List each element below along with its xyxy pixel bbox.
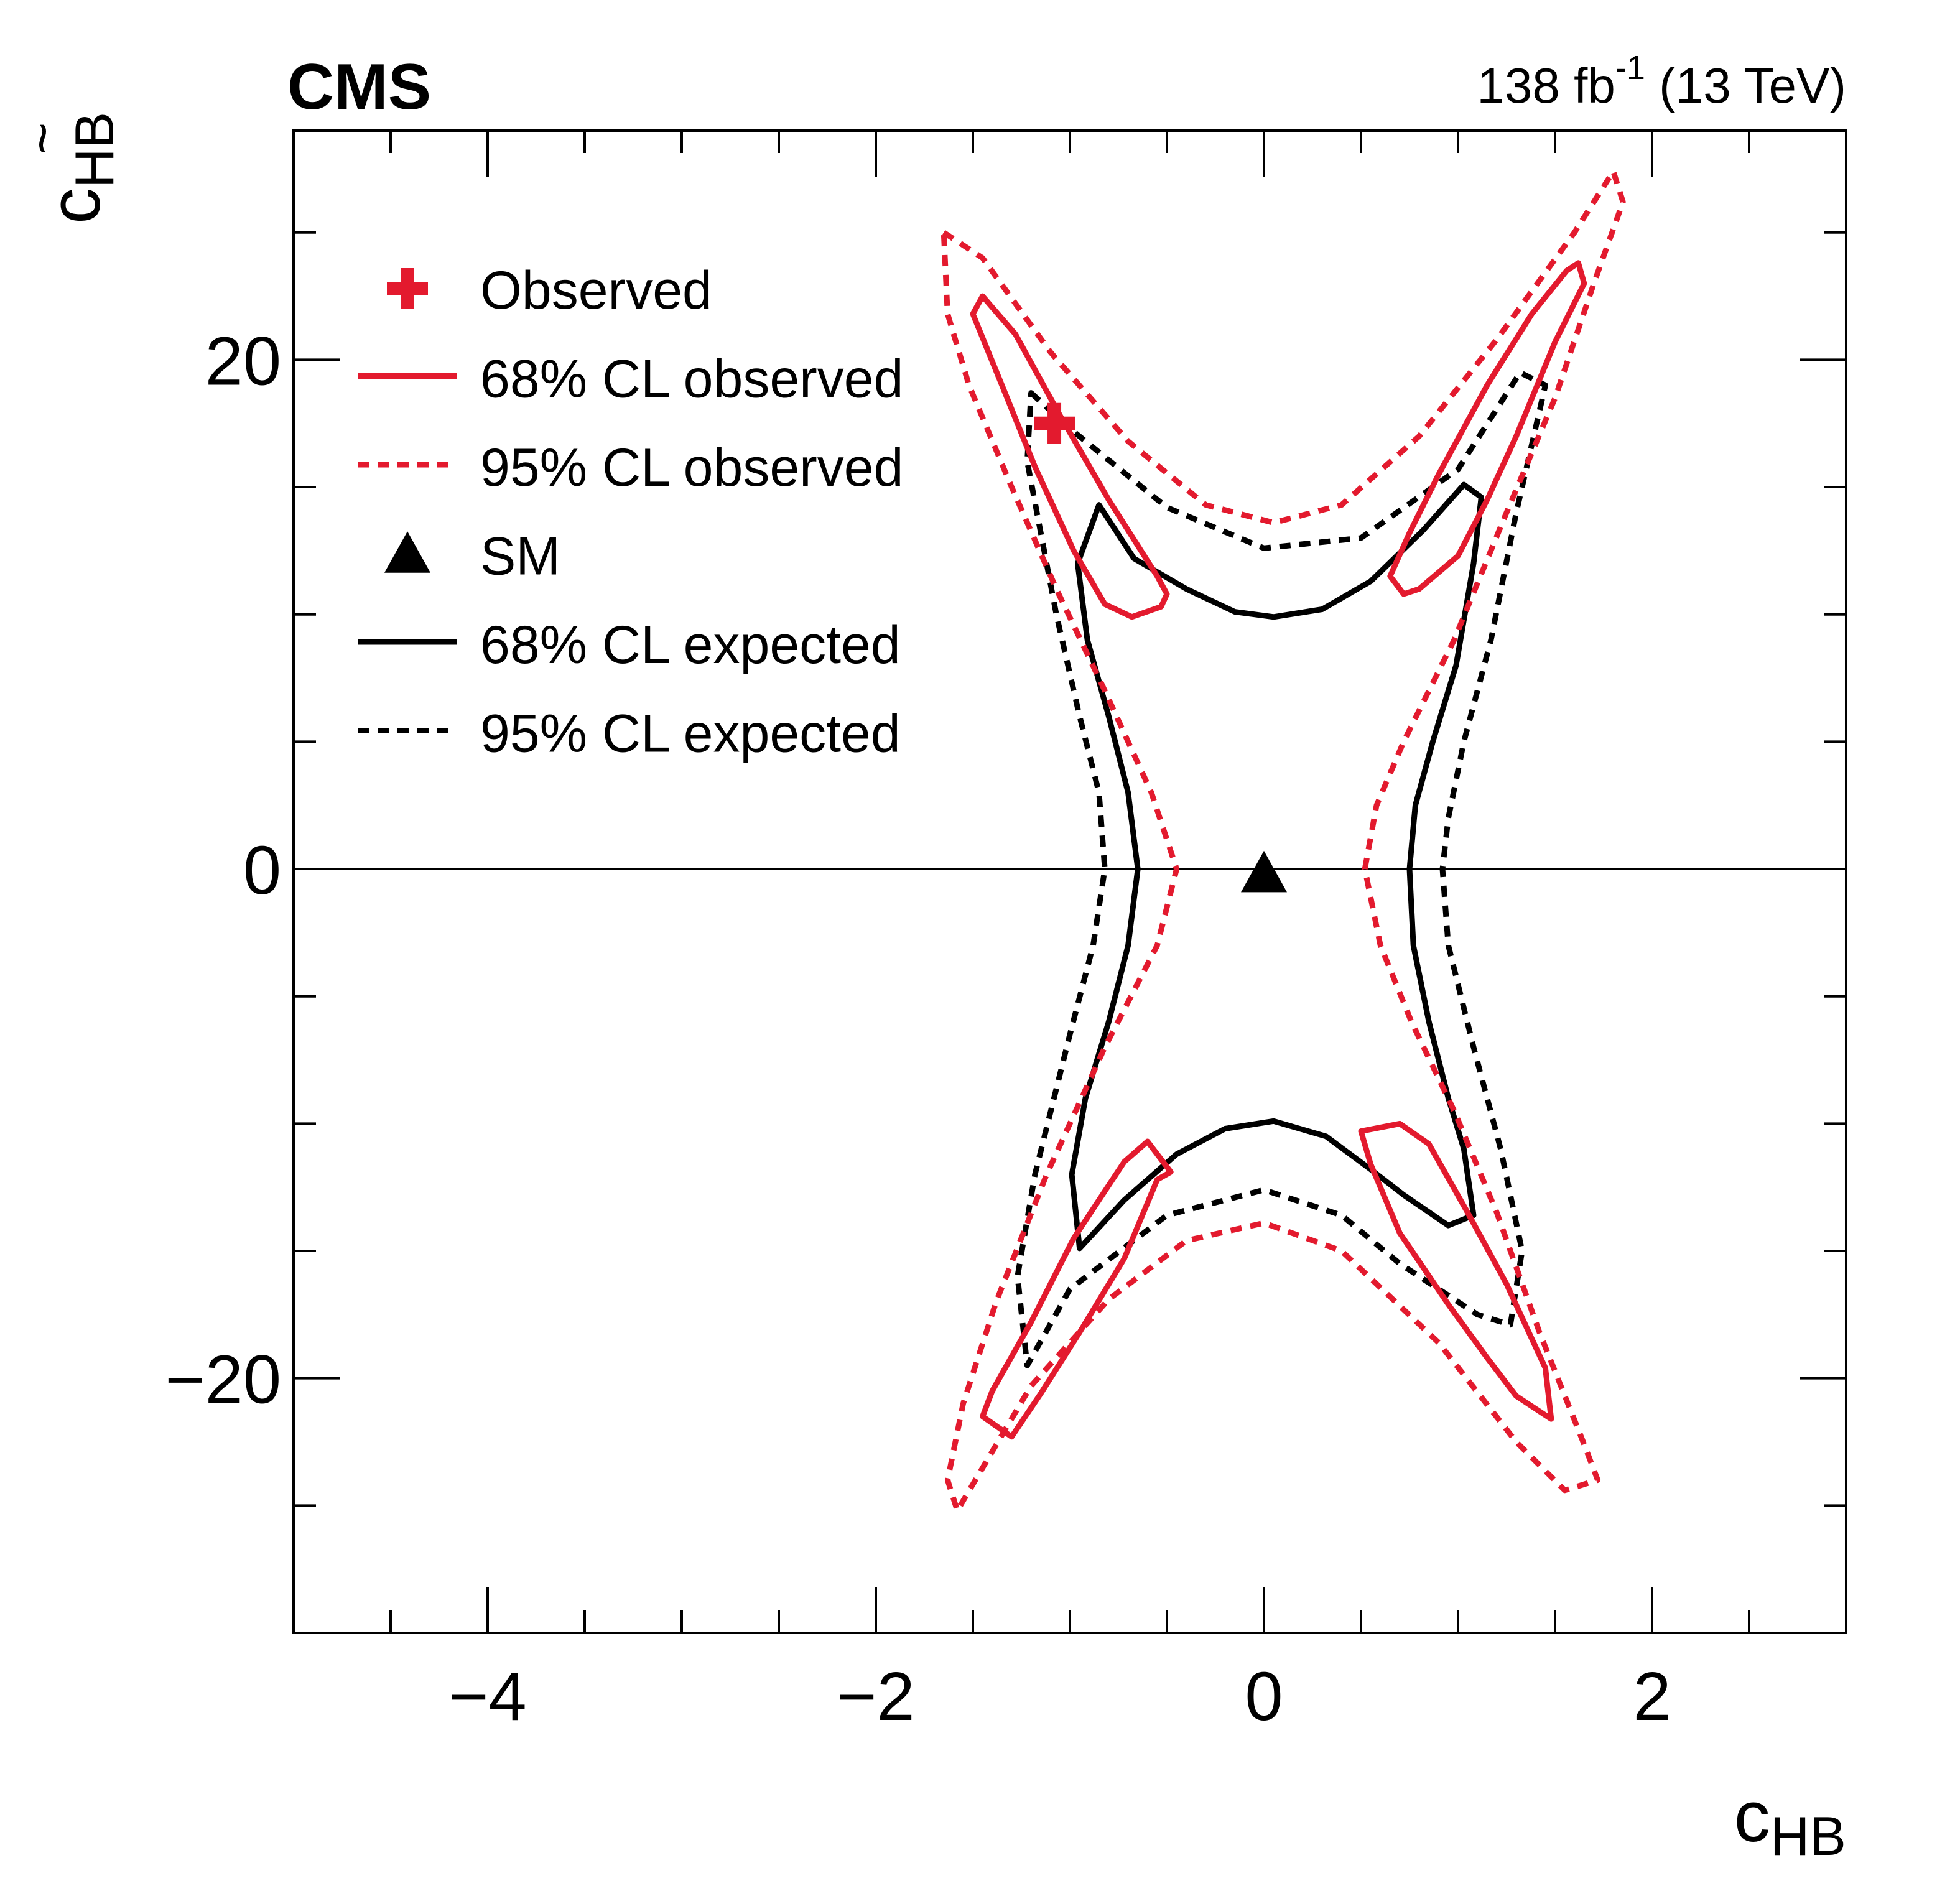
- legend-label: SM: [480, 527, 560, 587]
- x-tick-label: 0: [1245, 1658, 1283, 1735]
- legend: Observed 68% CL observed 95% CL observed SM…: [358, 261, 903, 764]
- y-axis-title: cHB ~: [11, 112, 125, 224]
- energy-label: (13 TeV): [1659, 58, 1846, 113]
- lumi-exponent: -1: [1615, 49, 1645, 86]
- x-tick-label: −4: [448, 1658, 526, 1735]
- solid-contour: [1358, 1120, 1554, 1422]
- point-markers: [1034, 402, 1287, 893]
- legend-entry-obs95: 95% CL observed: [358, 438, 903, 498]
- legend-label: Observed: [480, 261, 712, 320]
- legend-label: 68% CL expected: [480, 615, 901, 675]
- solid-contour: [1387, 260, 1587, 597]
- contour-series: [941, 169, 1626, 1513]
- axis-ticks: [294, 131, 1846, 1633]
- legend-entry-exp95: 95% CL expected: [358, 704, 901, 764]
- legend-entry-observed: Observed: [387, 261, 712, 320]
- solid-contour: [1069, 481, 1484, 1252]
- legend-entry-sm: SM: [384, 527, 560, 587]
- x-tick-label: −2: [837, 1658, 914, 1735]
- experiment-label: CMS: [287, 51, 431, 123]
- x-axis-title: cHB: [1734, 1776, 1846, 1867]
- legend-label: 95% CL expected: [480, 704, 901, 764]
- solid-contour: [980, 1138, 1174, 1440]
- sm-marker: [1241, 850, 1287, 893]
- legend-entry-exp68: 68% CL expected: [358, 615, 901, 675]
- dashed-contour: [941, 169, 1626, 1513]
- luminosity-label: 138 fb-1 (13 TeV): [1477, 49, 1846, 113]
- svg-text:cHB: cHB: [34, 112, 125, 224]
- lumi-value: 138 fb: [1477, 58, 1615, 113]
- y-axis-title-accent: ~: [11, 123, 73, 154]
- legend-cross-marker: [387, 268, 428, 309]
- legend-label: 95% CL observed: [480, 438, 903, 498]
- dashed-contour: [1015, 369, 1548, 1368]
- solid-contour: [970, 293, 1170, 620]
- y-tick-label: 20: [205, 323, 281, 399]
- observed-best-fit-marker: [1034, 402, 1075, 444]
- legend-label: 68% CL observed: [480, 350, 903, 409]
- y-tick-label: −20: [165, 1342, 281, 1418]
- legend-entry-obs68: 68% CL observed: [358, 350, 903, 409]
- legend-triangle-marker: [384, 531, 430, 573]
- y-tick-label: 0: [243, 832, 281, 909]
- x-tick-label: 2: [1633, 1658, 1671, 1735]
